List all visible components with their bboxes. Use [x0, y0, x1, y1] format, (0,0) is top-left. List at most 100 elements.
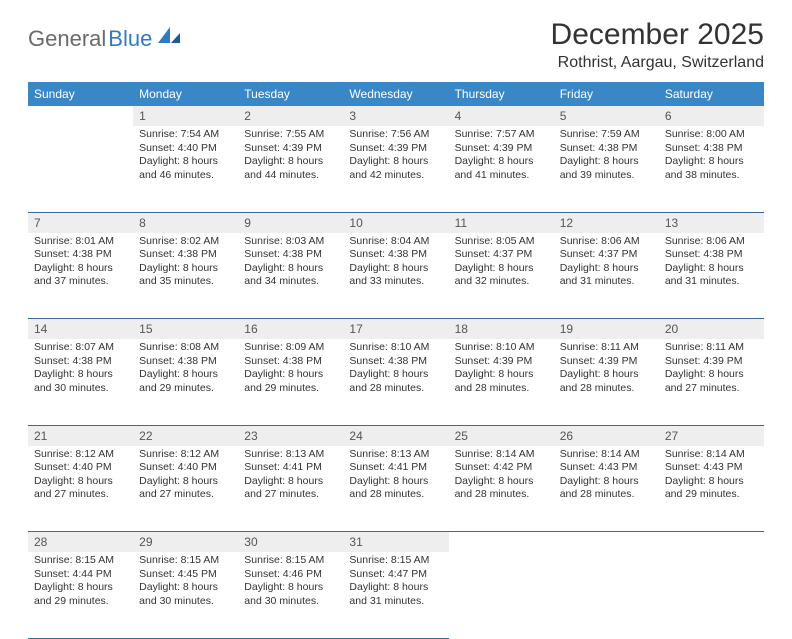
daylight-text: Daylight: 8 hours [455, 262, 548, 276]
sunrise-text: Sunrise: 8:15 AM [244, 554, 337, 568]
day-details: Sunrise: 8:03 AMSunset: 4:38 PMDaylight:… [238, 233, 343, 294]
day-details: Sunrise: 8:13 AMSunset: 4:41 PMDaylight:… [238, 446, 343, 507]
daylight-text: and 27 minutes. [665, 382, 758, 396]
daylight-text: and 42 minutes. [349, 169, 442, 183]
day-cell: Sunrise: 8:06 AMSunset: 4:37 PMDaylight:… [554, 233, 659, 319]
sunrise-text: Sunrise: 8:13 AM [244, 448, 337, 462]
header: GeneralBlue December 2025 Rothrist, Aarg… [28, 18, 764, 72]
day-number: 30 [238, 532, 343, 553]
daylight-text: Daylight: 8 hours [244, 368, 337, 382]
daylight-text: and 46 minutes. [139, 169, 232, 183]
day-details: Sunrise: 7:59 AMSunset: 4:38 PMDaylight:… [554, 126, 659, 187]
sunset-text: Sunset: 4:38 PM [34, 248, 127, 262]
sunrise-text: Sunrise: 7:54 AM [139, 128, 232, 142]
sunset-text: Sunset: 4:43 PM [560, 461, 653, 475]
day-cell: Sunrise: 8:08 AMSunset: 4:38 PMDaylight:… [133, 339, 238, 425]
sunset-text: Sunset: 4:38 PM [665, 248, 758, 262]
day-cell: Sunrise: 8:10 AMSunset: 4:38 PMDaylight:… [343, 339, 448, 425]
daylight-text: and 28 minutes. [455, 488, 548, 502]
weekday-header-row: Sunday Monday Tuesday Wednesday Thursday… [28, 82, 764, 106]
day-number: 4 [449, 106, 554, 126]
sunset-text: Sunset: 4:39 PM [665, 355, 758, 369]
day-cell: Sunrise: 7:54 AMSunset: 4:40 PMDaylight:… [133, 126, 238, 212]
daylight-text: and 28 minutes. [349, 488, 442, 502]
day-number: 26 [554, 425, 659, 446]
daylight-text: Daylight: 8 hours [665, 262, 758, 276]
day-number-row: 123456 [28, 106, 764, 126]
sunset-text: Sunset: 4:38 PM [34, 355, 127, 369]
day-number: 11 [449, 212, 554, 233]
day-details: Sunrise: 8:09 AMSunset: 4:38 PMDaylight:… [238, 339, 343, 400]
sunrise-text: Sunrise: 8:10 AM [349, 341, 442, 355]
sunrise-text: Sunrise: 8:07 AM [34, 341, 127, 355]
daylight-text: Daylight: 8 hours [34, 368, 127, 382]
day-cell: Sunrise: 8:09 AMSunset: 4:38 PMDaylight:… [238, 339, 343, 425]
daylight-text: and 27 minutes. [34, 488, 127, 502]
day-cell: Sunrise: 8:02 AMSunset: 4:38 PMDaylight:… [133, 233, 238, 319]
day-details: Sunrise: 8:10 AMSunset: 4:38 PMDaylight:… [343, 339, 448, 400]
day-number: 7 [28, 212, 133, 233]
sunset-text: Sunset: 4:39 PM [455, 355, 548, 369]
sunrise-text: Sunrise: 8:09 AM [244, 341, 337, 355]
sunset-text: Sunset: 4:39 PM [455, 142, 548, 156]
daylight-text: Daylight: 8 hours [349, 368, 442, 382]
day-details: Sunrise: 8:06 AMSunset: 4:37 PMDaylight:… [554, 233, 659, 294]
daylight-text: and 32 minutes. [455, 275, 548, 289]
daylight-text: and 28 minutes. [349, 382, 442, 396]
day-number: 8 [133, 212, 238, 233]
daylight-text: Daylight: 8 hours [560, 368, 653, 382]
sunrise-text: Sunrise: 7:56 AM [349, 128, 442, 142]
day-cell: Sunrise: 8:03 AMSunset: 4:38 PMDaylight:… [238, 233, 343, 319]
weekday-header: Thursday [449, 82, 554, 106]
day-details: Sunrise: 8:01 AMSunset: 4:38 PMDaylight:… [28, 233, 133, 294]
daylight-text: Daylight: 8 hours [139, 475, 232, 489]
day-number [554, 532, 659, 553]
day-number: 21 [28, 425, 133, 446]
sunset-text: Sunset: 4:37 PM [455, 248, 548, 262]
day-details: Sunrise: 8:00 AMSunset: 4:38 PMDaylight:… [659, 126, 764, 187]
day-cell: Sunrise: 8:15 AMSunset: 4:45 PMDaylight:… [133, 552, 238, 638]
sunset-text: Sunset: 4:39 PM [244, 142, 337, 156]
day-cell: Sunrise: 8:14 AMSunset: 4:43 PMDaylight:… [659, 446, 764, 532]
day-number: 3 [343, 106, 448, 126]
day-number: 16 [238, 319, 343, 340]
day-number: 23 [238, 425, 343, 446]
daylight-text: and 38 minutes. [665, 169, 758, 183]
weekday-header: Wednesday [343, 82, 448, 106]
daylight-text: and 28 minutes. [455, 382, 548, 396]
daylight-text: Daylight: 8 hours [665, 155, 758, 169]
sunset-text: Sunset: 4:38 PM [665, 142, 758, 156]
day-number: 20 [659, 319, 764, 340]
day-cell: Sunrise: 7:59 AMSunset: 4:38 PMDaylight:… [554, 126, 659, 212]
sunset-text: Sunset: 4:46 PM [244, 568, 337, 582]
day-number-row: 78910111213 [28, 212, 764, 233]
sunset-text: Sunset: 4:38 PM [349, 248, 442, 262]
sunrise-text: Sunrise: 8:10 AM [455, 341, 548, 355]
day-details: Sunrise: 7:56 AMSunset: 4:39 PMDaylight:… [343, 126, 448, 187]
daylight-text: and 39 minutes. [560, 169, 653, 183]
day-number: 6 [659, 106, 764, 126]
sunset-text: Sunset: 4:40 PM [139, 142, 232, 156]
sunrise-text: Sunrise: 8:14 AM [665, 448, 758, 462]
day-number [659, 532, 764, 553]
day-number: 5 [554, 106, 659, 126]
day-number: 19 [554, 319, 659, 340]
sunset-text: Sunset: 4:47 PM [349, 568, 442, 582]
daylight-text: and 27 minutes. [139, 488, 232, 502]
day-number-row: 14151617181920 [28, 319, 764, 340]
daylight-text: Daylight: 8 hours [244, 475, 337, 489]
day-number: 14 [28, 319, 133, 340]
weekday-header: Saturday [659, 82, 764, 106]
sunset-text: Sunset: 4:45 PM [139, 568, 232, 582]
logo: GeneralBlue [28, 26, 182, 52]
location: Rothrist, Aargau, Switzerland [551, 54, 764, 72]
daylight-text: and 41 minutes. [455, 169, 548, 183]
day-number: 13 [659, 212, 764, 233]
day-number: 28 [28, 532, 133, 553]
sunrise-text: Sunrise: 8:00 AM [665, 128, 758, 142]
day-details: Sunrise: 8:11 AMSunset: 4:39 PMDaylight:… [659, 339, 764, 400]
daylight-text: and 35 minutes. [139, 275, 232, 289]
day-details: Sunrise: 8:13 AMSunset: 4:41 PMDaylight:… [343, 446, 448, 507]
sunset-text: Sunset: 4:39 PM [349, 142, 442, 156]
month-title: December 2025 [551, 18, 764, 52]
